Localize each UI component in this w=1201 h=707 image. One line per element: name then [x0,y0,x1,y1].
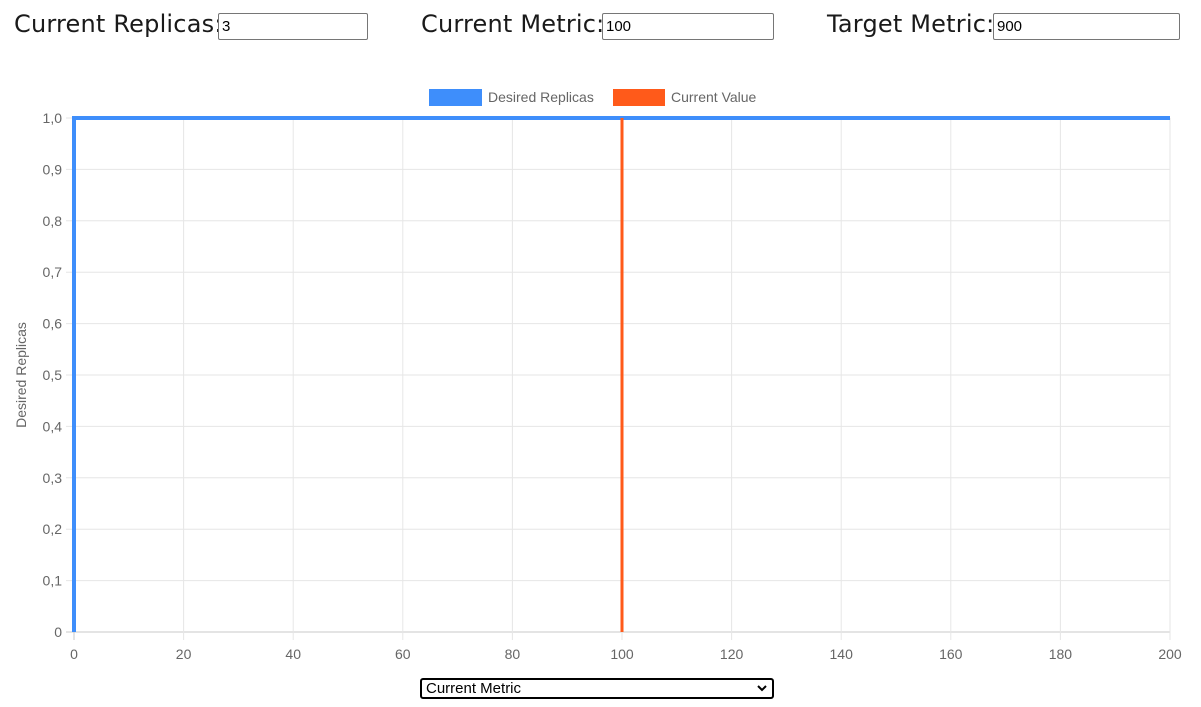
chart-grid [66,117,1171,640]
y-tick-label: 1,0 [43,110,63,126]
x-tick-label: 140 [830,646,854,662]
y-tick-label: 0,9 [43,161,63,177]
x-axis-ticks: 0 20 40 60 80 100 120 140 160 180 200 [70,646,1182,662]
x-tick-label: 120 [720,646,744,662]
chart-legend: Desired Replicas Current Value [429,89,757,106]
y-tick-label: 0,6 [43,316,63,332]
legend-swatch-current-value[interactable] [613,89,665,106]
legend-label-desired-replicas[interactable]: Desired Replicas [488,89,594,105]
x-tick-label: 0 [70,646,78,662]
target-metric-input[interactable] [993,13,1180,40]
legend-swatch-desired-replicas[interactable] [429,89,482,106]
current-replicas-label: Current Replicas: [14,10,223,38]
chart-series [72,116,1170,632]
target-metric-label: Target Metric: [827,10,995,38]
series-line-desired-replicas [72,116,1170,632]
x-tick-label: 60 [395,646,411,662]
current-metric-label: Current Metric: [421,10,605,38]
y-tick-label: 0 [54,624,62,640]
x-tick-label: 40 [285,646,301,662]
x-tick-label: 20 [176,646,192,662]
y-tick-label: 0,2 [43,521,63,537]
x-axis-select[interactable]: Current Metric [422,680,772,697]
y-tick-label: 0,7 [43,264,63,280]
replicas-chart: Desired Replicas Current Value 0 0,1 0,2 0,… [13,89,1182,662]
y-axis-ticks: 0 0,1 0,2 0,3 0,4 0,5 0,6 0,7 0,8 0,9 1,0 [43,110,63,640]
current-replicas-input[interactable] [218,13,368,40]
current-metric-input[interactable] [602,13,774,40]
x-axis-select-wrapper: Current Metric [420,678,774,699]
x-tick-label: 80 [505,646,521,662]
x-tick-label: 180 [1049,646,1073,662]
x-tick-label: 200 [1158,646,1182,662]
y-tick-label: 0,8 [43,213,63,229]
legend-label-current-value[interactable]: Current Value [671,89,757,105]
y-tick-label: 0,3 [43,470,63,486]
y-axis-label: Desired Replicas [13,322,29,428]
y-tick-label: 0,5 [43,367,63,383]
x-tick-label: 100 [610,646,634,662]
x-tick-label: 160 [939,646,963,662]
y-tick-label: 0,1 [43,573,63,589]
controls-bar: Current Replicas: Current Metric: Target… [0,0,1201,50]
y-tick-label: 0,4 [43,418,63,434]
